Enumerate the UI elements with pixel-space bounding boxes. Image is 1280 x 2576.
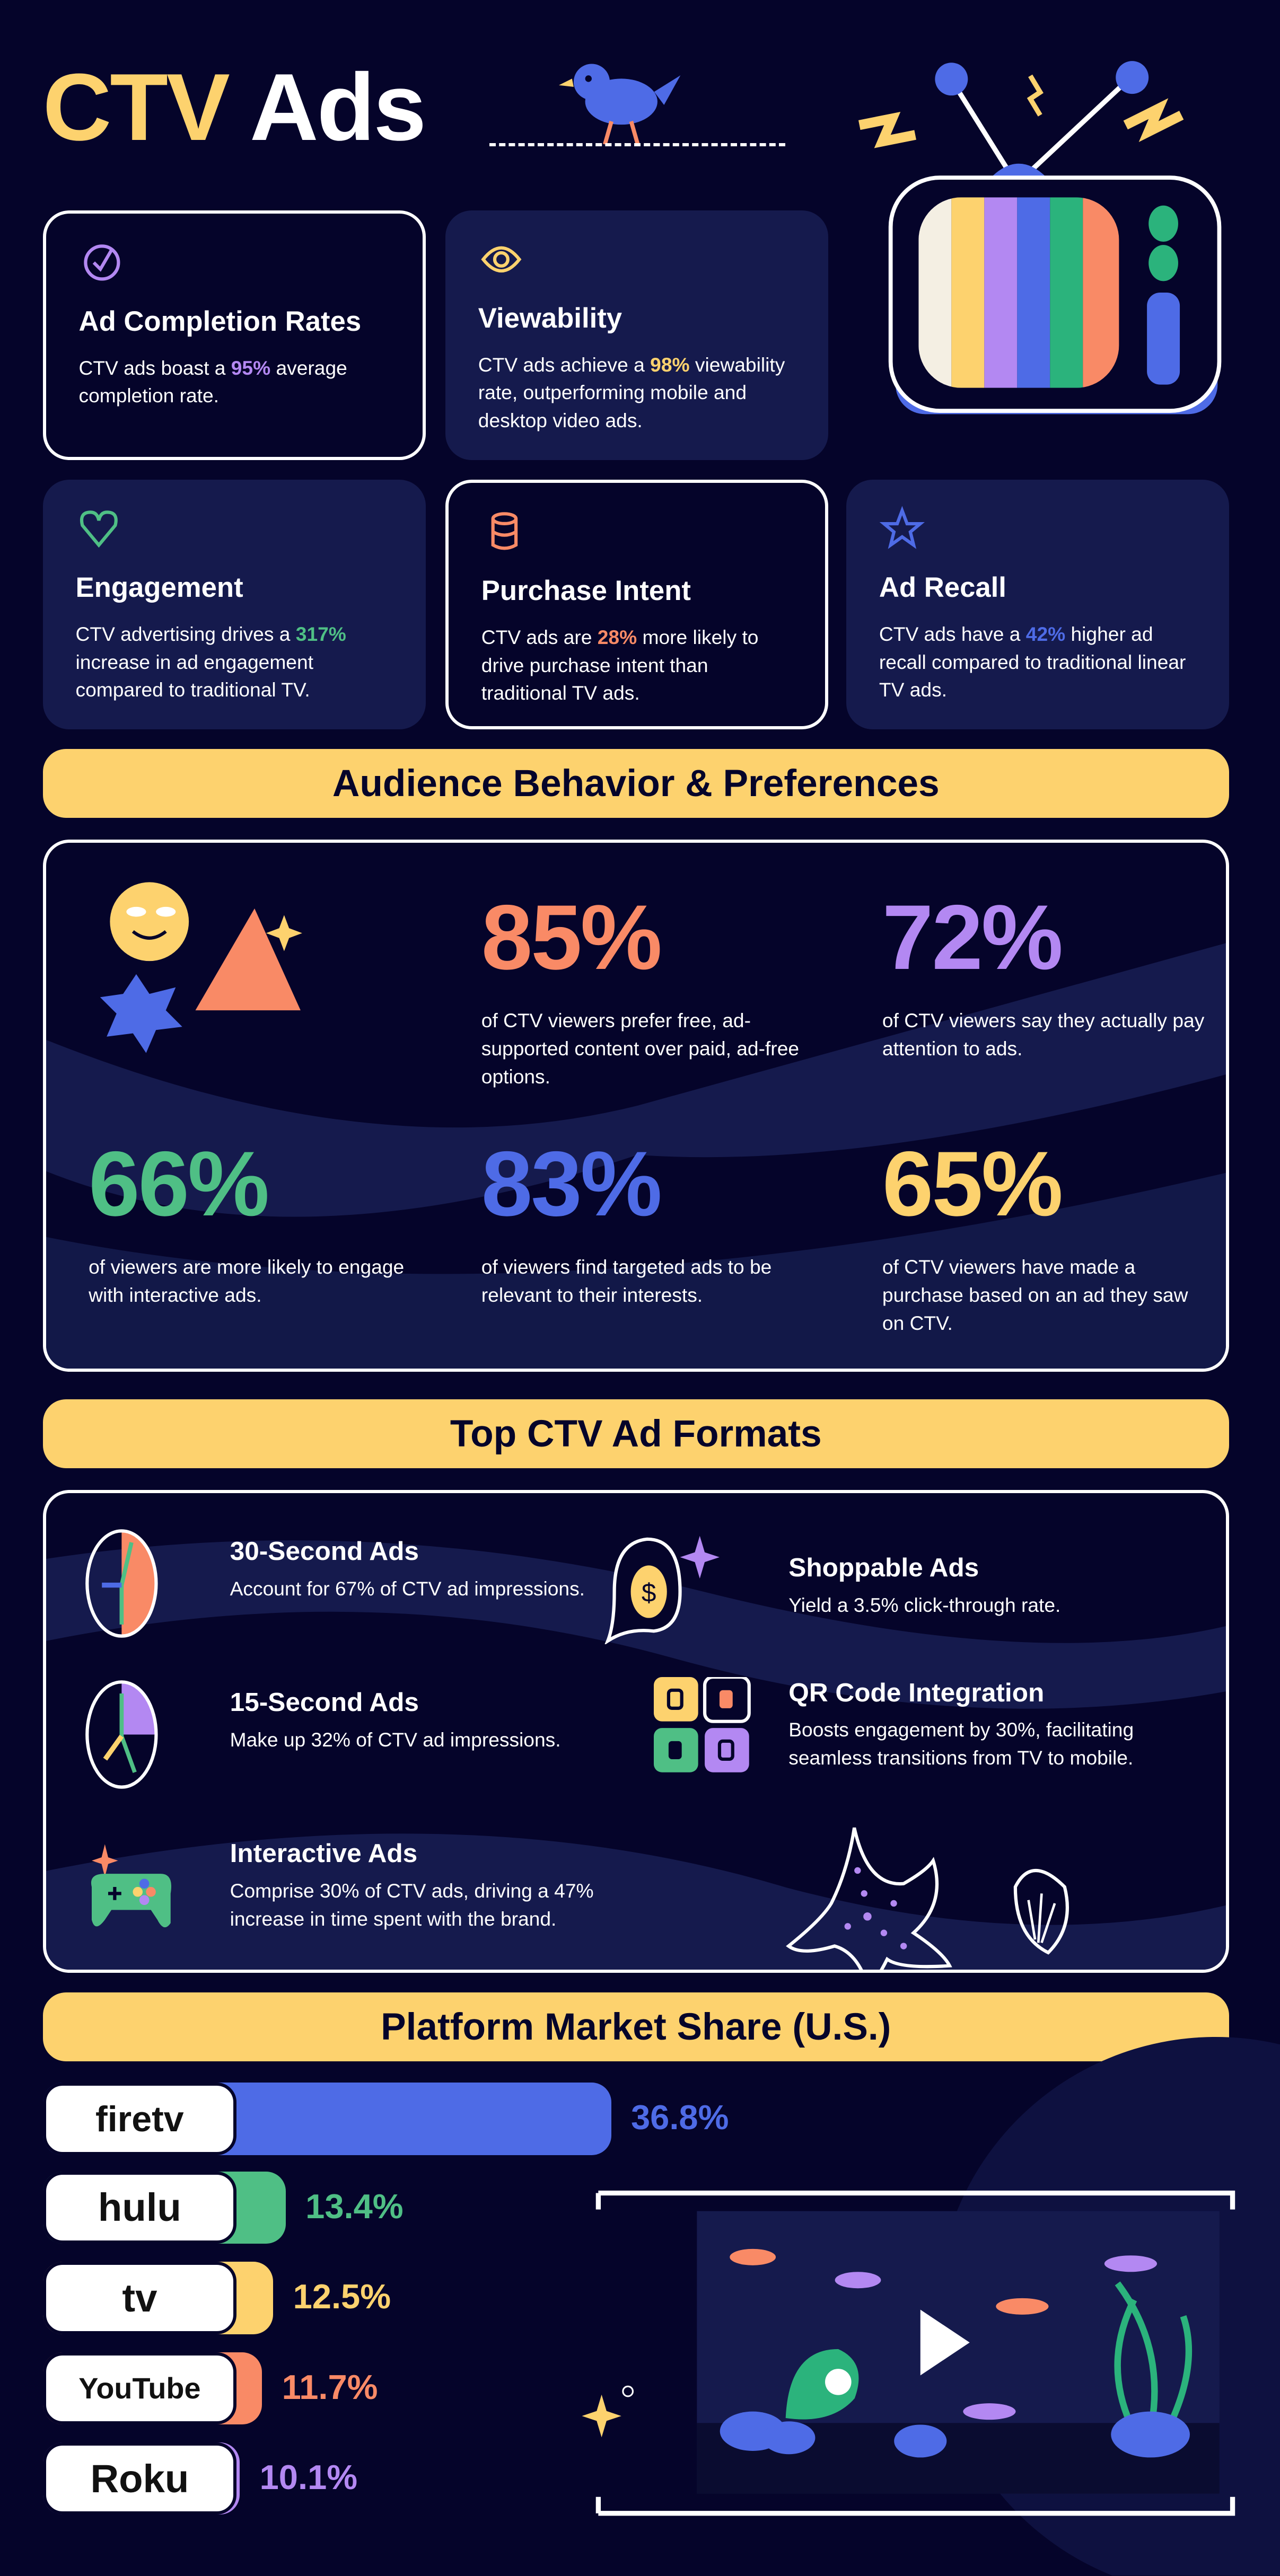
qr-code-icon [654,1677,751,1772]
logo-roku: Roku [42,2442,237,2515]
sparkle-icon [582,2386,634,2438]
heart-icon [80,510,118,548]
share-value: 10.1% [259,2457,358,2496]
section-heading-formats: Top CTV Ad Formats [42,1399,1229,1469]
logo-tv: tv [42,2262,237,2334]
page-title: CTV Ads [42,52,427,162]
stat-85: 85% of CTV viewers prefer free, ad-suppor… [481,886,800,1088]
starfish-shell-illustration [786,1828,1069,1970]
card-purchase-intent: Purchase Intent CTV ads are 28% more lik… [445,479,828,729]
card-title: Ad Completion Rates [78,305,362,337]
characters-illustration [100,881,302,1053]
gamepad-icon [91,1844,172,1928]
logo-firetv: firetv [42,2083,237,2155]
card-ad-completion-rates: Ad Completion Rates CTV ads boast a 95% … [42,210,426,460]
card-engagement: Engagement CTV advertising drives a 317%… [42,479,426,729]
bird-icon [558,64,680,145]
section-heading-market-share: Platform Market Share (U.S.) [42,1992,1229,2062]
title-ads: Ads [249,54,426,161]
check-circle-icon [83,244,120,281]
dollar-bubble-icon: $ [604,1536,720,1644]
card-ad-recall: Ad Recall CTV ads have a 42% higher ad r… [846,479,1229,729]
share-value: 12.5% [293,2277,391,2316]
share-value: 36.8% [630,2098,729,2137]
clock-icon [85,1680,158,1789]
database-icon [491,512,518,550]
format-shoppable: Shoppable Ads Yield a 3.5% click-through … [788,1552,1061,1616]
ad-formats-panel: 30-Second Ads Account for 67% of CTV ad i… [42,1489,1229,1973]
card-text: CTV ads achieve a 98% viewability rate, … [478,353,785,432]
card-title: Viewability [478,302,623,334]
card-text: CTV ads are 28% more likely to drive pur… [481,625,759,704]
dashed-line [489,143,786,146]
aquarium-illustration [595,2190,1235,2516]
logo-hulu: hulu [42,2171,237,2244]
stat-65: 65% of CTV viewers have made a purchase b… [882,1132,1188,1334]
format-15-second: 15-Second Ads Make up 32% of CTV ad impre… [230,1687,561,1751]
background-swooshes [46,942,1226,1369]
card-title: Ad Recall [879,572,1006,603]
card-viewability: Viewability CTV ads achieve a 98% viewab… [445,210,828,460]
svg-text:$: $ [642,1577,656,1607]
card-title: Engagement [75,572,243,603]
format-30-second: 30-Second Ads Account for 67% of CTV ad i… [230,1536,585,1600]
format-qr-code: QR Code Integration Boosts engagement by … [788,1677,1134,1769]
stat-66: 66% of viewers are more likely to engage … [89,1132,405,1306]
stat-72: 72% of CTV viewers say they actually pay … [882,886,1205,1060]
audience-stats-panel: 85% of CTV viewers prefer free, ad-suppor… [42,839,1229,1372]
clock-icon [85,1529,158,1638]
card-text: CTV ads have a 42% higher ad recall comp… [879,622,1186,701]
logo-youtube: YouTube [42,2352,237,2424]
card-text: CTV advertising drives a 317% increase i… [75,622,346,701]
format-interactive: Interactive Ads Comprise 30% of CTV ads, … [230,1838,594,1930]
share-value: 13.4% [305,2186,404,2226]
eye-icon [481,246,522,273]
card-title: Purchase Intent [481,575,691,606]
title-ctv: CTV [42,54,230,161]
star-icon [879,506,925,550]
card-text: CTV ads boast a 95% average completion r… [78,356,347,407]
stat-83: 83% of viewers find targeted ads to be re… [481,1132,772,1306]
share-value: 11.7% [282,2367,378,2406]
retro-tv-illustration [858,60,1222,414]
section-heading-audience: Audience Behavior & Preferences [42,749,1229,818]
